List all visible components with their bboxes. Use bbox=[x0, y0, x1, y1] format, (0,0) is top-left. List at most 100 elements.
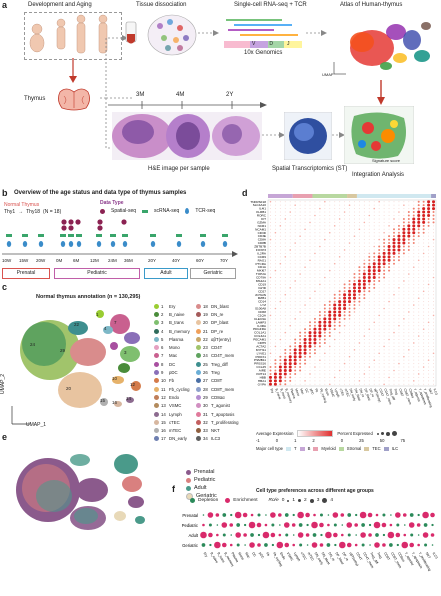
expression-dot bbox=[397, 224, 400, 227]
expression-dot bbox=[388, 356, 390, 358]
expression-dot bbox=[393, 366, 395, 368]
expression-dot bbox=[408, 204, 410, 206]
expression-dot bbox=[358, 304, 361, 306]
expression-dot bbox=[274, 266, 276, 268]
expression-dot bbox=[423, 339, 425, 340]
expression-dot bbox=[339, 228, 341, 230]
expression-dot bbox=[274, 252, 276, 254]
expression-dot bbox=[343, 314, 346, 317]
expression-dot bbox=[413, 321, 415, 323]
expression-dot bbox=[299, 380, 301, 382]
expression-dot bbox=[378, 232, 380, 234]
expression-dot bbox=[403, 366, 405, 368]
expression-dot bbox=[393, 376, 395, 378]
expression-dot bbox=[407, 245, 410, 248]
expression-dot bbox=[422, 228, 425, 231]
expression-dot bbox=[343, 211, 346, 213]
expression-dot bbox=[393, 204, 395, 206]
expression-dot bbox=[378, 248, 381, 251]
expression-dot bbox=[289, 297, 291, 299]
expression-dot bbox=[304, 277, 306, 278]
expression-dot bbox=[428, 242, 430, 244]
legend-name: T_proliferating bbox=[211, 419, 239, 425]
expression-dot bbox=[428, 363, 430, 365]
umap-x-label: UMAP_1 bbox=[26, 422, 47, 428]
legend-name: B_memory bbox=[169, 328, 190, 334]
roe-dot bbox=[422, 511, 429, 519]
roe-cluster-label: B_naive bbox=[210, 552, 220, 564]
expression-dot bbox=[358, 276, 361, 279]
roe-cluster-label: ILC3 bbox=[432, 552, 439, 560]
expression-dot bbox=[398, 287, 400, 289]
expression-dot bbox=[348, 283, 351, 286]
expression-dot bbox=[378, 335, 380, 337]
expression-dot bbox=[388, 318, 390, 320]
legend-color-swatch bbox=[196, 403, 201, 409]
gene-label: IL3RA bbox=[257, 324, 267, 328]
expression-dot bbox=[358, 314, 360, 316]
expression-dot bbox=[279, 228, 281, 230]
expression-dot bbox=[413, 294, 415, 296]
age-4m: 4M bbox=[176, 92, 185, 98]
expression-dot bbox=[314, 311, 316, 313]
expression-dot bbox=[368, 208, 370, 210]
expression-dot bbox=[353, 228, 355, 230]
expression-dot bbox=[408, 352, 410, 354]
expression-dot bbox=[353, 235, 356, 237]
expression-dot bbox=[358, 239, 360, 241]
expression-dot bbox=[368, 294, 370, 296]
legend-color-swatch bbox=[196, 378, 201, 384]
expression-dot bbox=[358, 332, 360, 334]
expression-dot bbox=[433, 345, 435, 347]
expression-dot bbox=[428, 325, 430, 327]
expression-dot bbox=[368, 308, 370, 309]
expression-dot bbox=[388, 266, 391, 269]
expression-dot bbox=[433, 246, 435, 247]
expression-dot bbox=[388, 242, 391, 245]
major-type: ILC bbox=[391, 446, 399, 451]
expression-dot bbox=[368, 204, 370, 206]
expression-dot bbox=[309, 308, 311, 309]
expression-dot bbox=[353, 342, 355, 344]
expression-dot bbox=[289, 235, 291, 237]
expression-dot bbox=[427, 207, 431, 211]
gene-label: CD14 bbox=[258, 300, 266, 304]
expression-dot bbox=[333, 225, 336, 227]
expression-dot bbox=[304, 359, 307, 362]
expression-dot bbox=[269, 349, 271, 351]
expression-dot bbox=[284, 328, 286, 330]
expression-dot bbox=[328, 269, 331, 272]
expression-dot bbox=[279, 359, 282, 362]
expression-dot bbox=[319, 225, 321, 227]
roe-dot bbox=[387, 531, 395, 539]
expression-dot bbox=[363, 308, 365, 309]
expression-dot bbox=[324, 359, 326, 361]
expression-dot bbox=[363, 342, 365, 344]
legend-item: 8 DC bbox=[154, 360, 196, 368]
expression-dot bbox=[279, 277, 281, 278]
gene-label: AIRE bbox=[259, 369, 266, 373]
expression-dot bbox=[349, 339, 351, 340]
legend-number: 21 bbox=[203, 328, 208, 334]
expression-dot bbox=[388, 308, 390, 309]
expression-dot bbox=[284, 277, 286, 278]
expression-dot bbox=[403, 321, 405, 323]
expression-dot bbox=[377, 269, 381, 273]
expression-dot bbox=[413, 290, 415, 292]
roe-dot bbox=[369, 544, 371, 546]
expression-dot bbox=[319, 215, 321, 216]
expression-dot bbox=[338, 324, 341, 327]
legend-name: cTEC bbox=[169, 419, 180, 425]
expression-dot bbox=[349, 345, 351, 347]
expression-dot bbox=[269, 280, 271, 282]
depletion-dot-icon bbox=[190, 498, 195, 503]
expression-dot bbox=[349, 359, 351, 361]
expression-dot bbox=[393, 290, 395, 292]
expression-dot bbox=[408, 328, 410, 330]
expression-dot bbox=[334, 345, 336, 347]
expression-dot bbox=[358, 221, 360, 223]
expression-dot bbox=[358, 349, 360, 351]
expression-dot bbox=[269, 328, 271, 330]
expression-dot bbox=[393, 208, 395, 210]
arrow-right-icon bbox=[262, 132, 285, 138]
